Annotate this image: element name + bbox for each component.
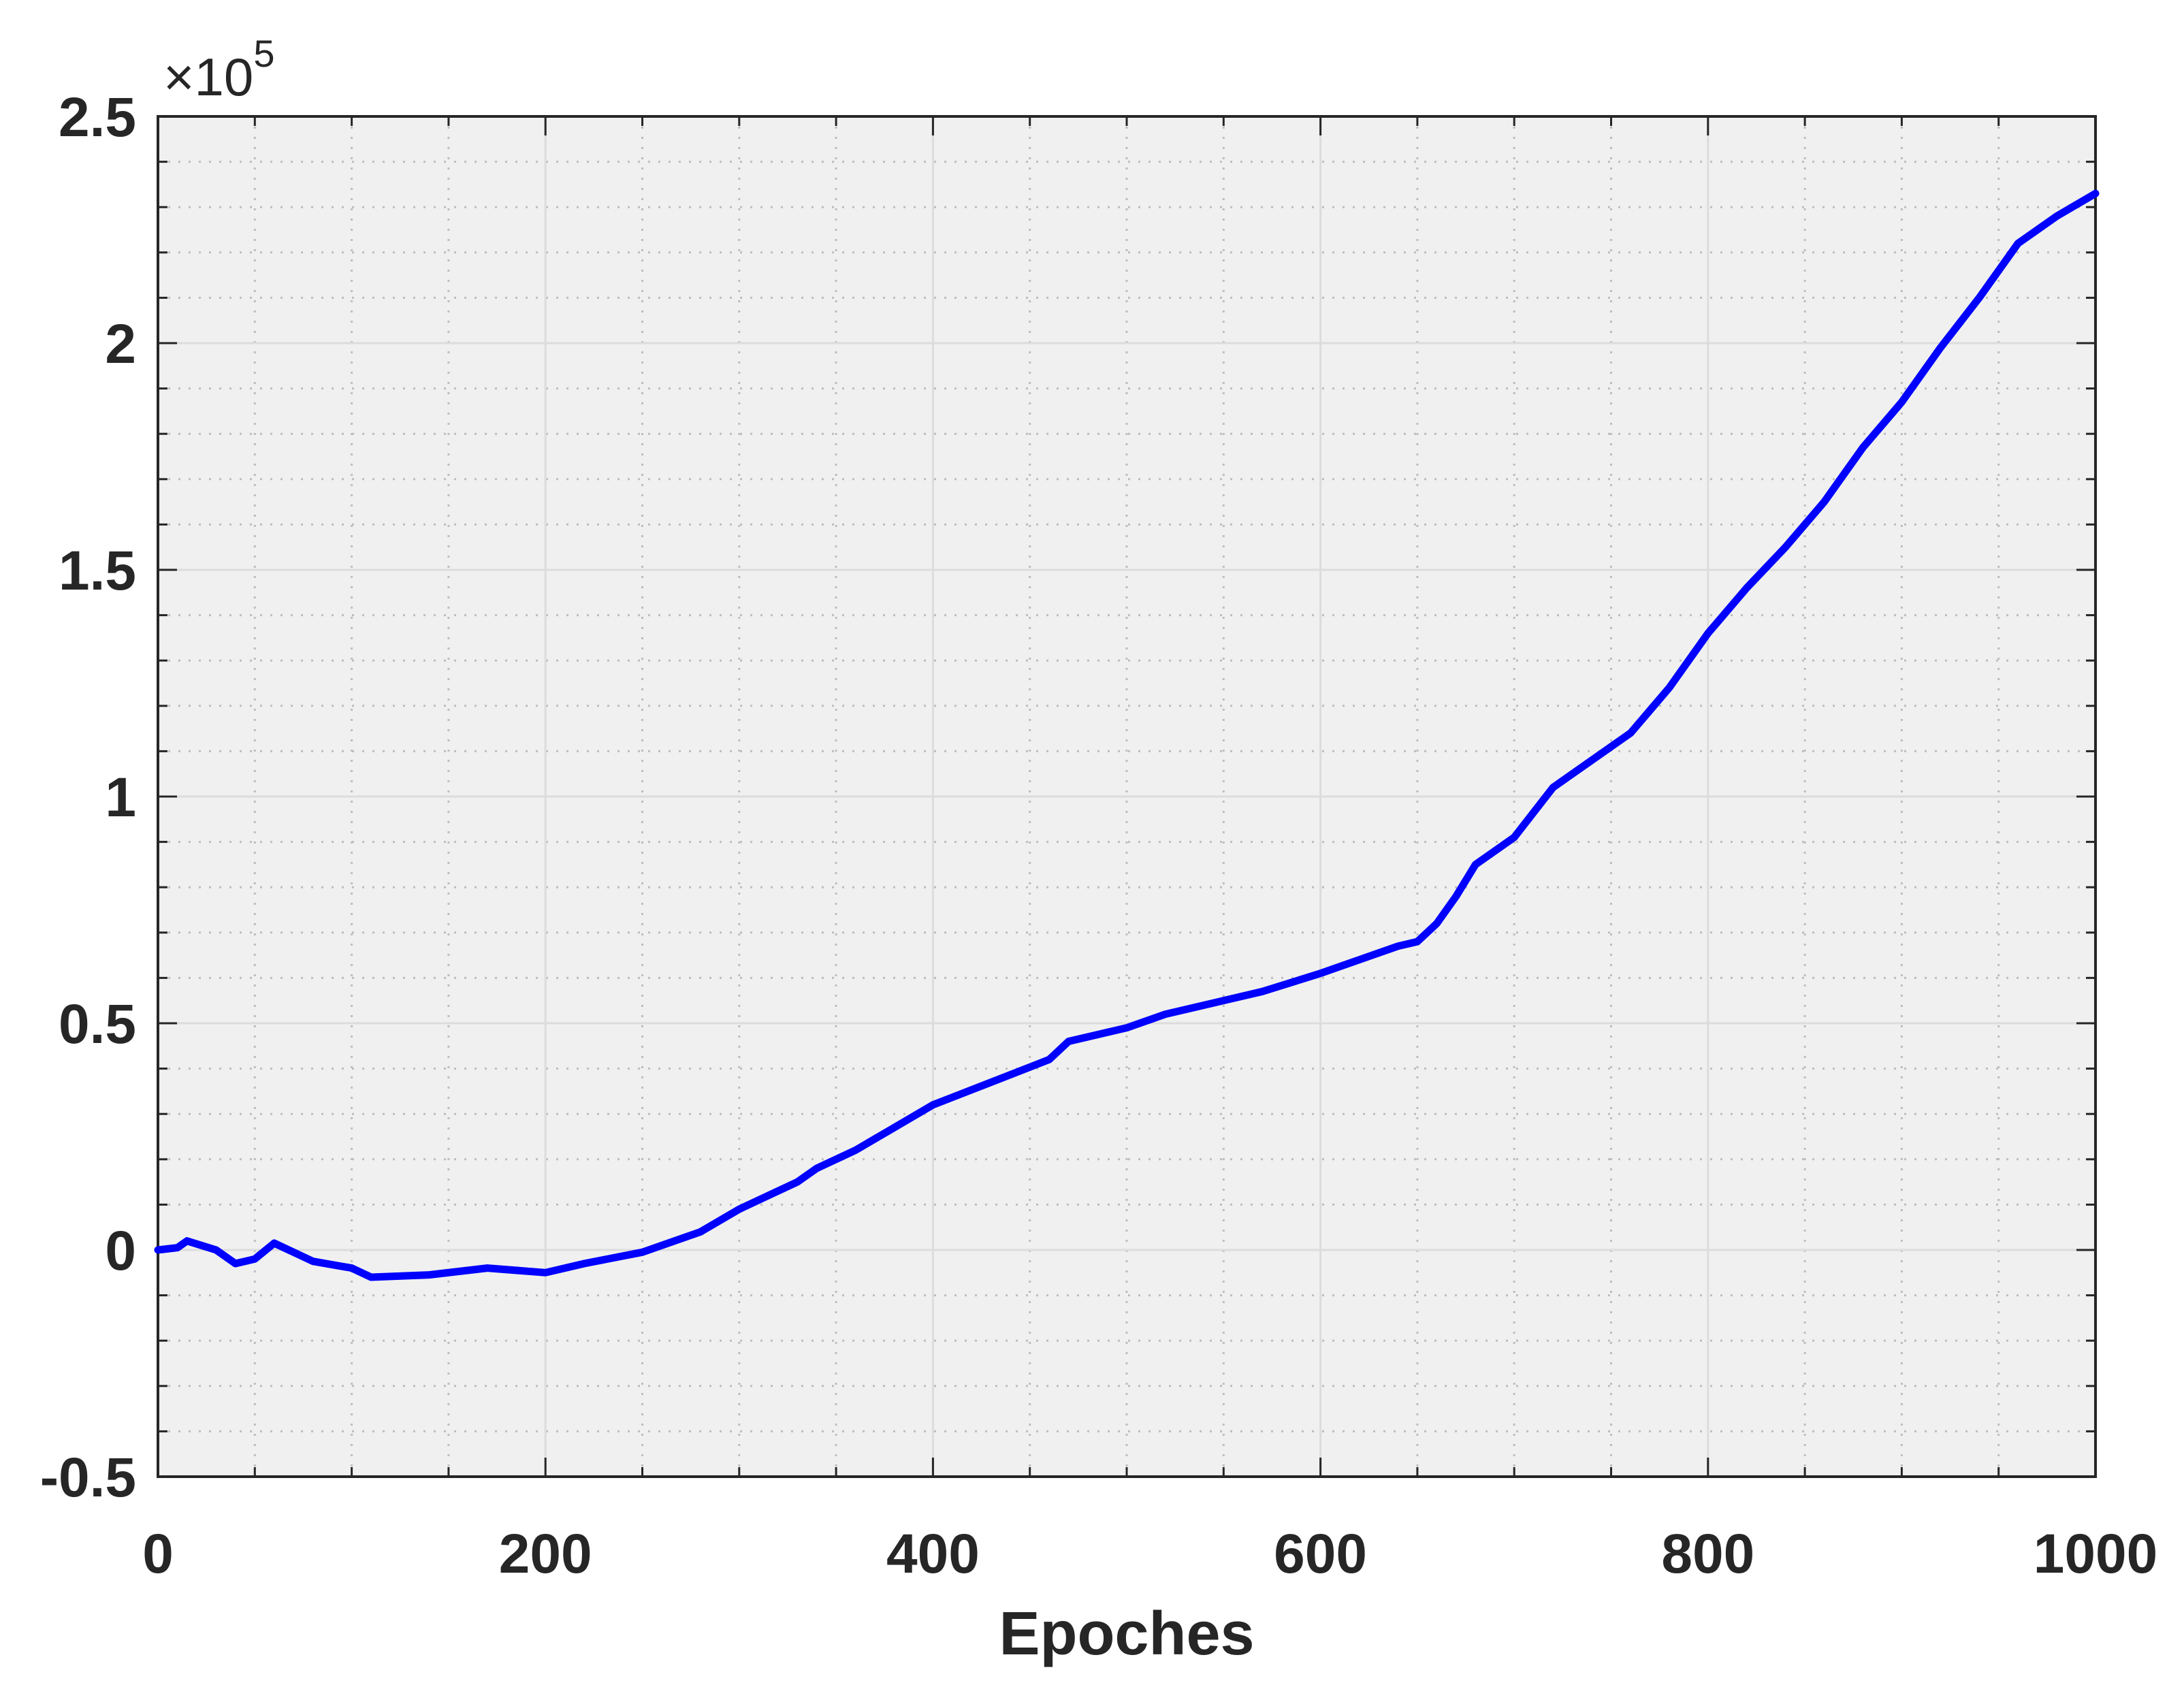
y-tick-label: 2 bbox=[105, 313, 136, 375]
y-tick-label: 1.5 bbox=[59, 540, 136, 602]
y-tick-label: -0.5 bbox=[40, 1447, 136, 1509]
y-multiplier: ×105 bbox=[163, 32, 274, 107]
y-tick-label: 2.5 bbox=[59, 86, 136, 148]
y-tick-label: 0.5 bbox=[59, 993, 136, 1055]
plot-frame bbox=[157, 115, 2097, 1478]
x-tick-label: 200 bbox=[499, 1523, 592, 1585]
x-tick-label: 400 bbox=[886, 1523, 980, 1585]
x-tick-label: 0 bbox=[142, 1523, 174, 1585]
x-tick-label: 600 bbox=[1274, 1523, 1367, 1585]
y-multiplier-power: 5 bbox=[253, 32, 274, 75]
x-axis-label: Epoches bbox=[999, 1600, 1254, 1668]
y-multiplier-base: ×10 bbox=[163, 47, 253, 107]
x-tick-label: 1000 bbox=[2034, 1523, 2157, 1585]
y-tick-label: 0 bbox=[105, 1220, 136, 1282]
x-tick-label: 800 bbox=[1661, 1523, 1754, 1585]
y-tick-label: 1 bbox=[105, 767, 136, 829]
data-line bbox=[154, 189, 2100, 1281]
